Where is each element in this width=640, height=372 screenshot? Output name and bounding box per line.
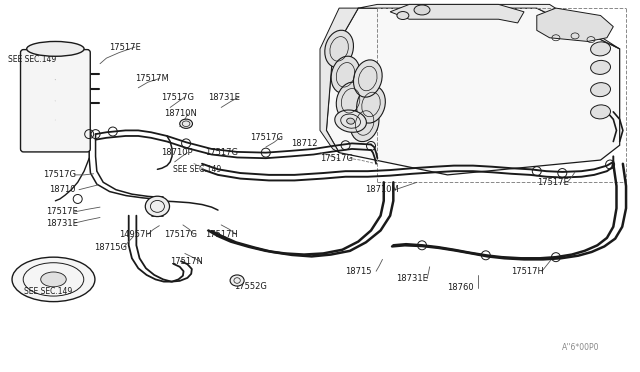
Ellipse shape <box>414 5 430 15</box>
FancyBboxPatch shape <box>20 49 90 152</box>
Ellipse shape <box>331 56 360 93</box>
Text: 18710M: 18710M <box>365 185 398 194</box>
Text: 17552G: 17552G <box>234 282 267 291</box>
Ellipse shape <box>356 86 385 123</box>
Ellipse shape <box>591 83 611 97</box>
Ellipse shape <box>591 105 611 119</box>
Text: 18715: 18715 <box>346 267 372 276</box>
Text: SEE SEC.149: SEE SEC.149 <box>173 165 221 174</box>
Text: 17517E: 17517E <box>537 178 568 187</box>
Text: 18731E: 18731E <box>397 274 428 283</box>
Text: A''6*00P0: A''6*00P0 <box>563 343 600 352</box>
Text: 18731E: 18731E <box>46 219 77 228</box>
Text: 17517G: 17517G <box>164 230 196 239</box>
Text: 18710P: 18710P <box>161 148 192 157</box>
Text: 14957H: 14957H <box>119 230 152 239</box>
Text: 18715G: 18715G <box>93 243 127 251</box>
Ellipse shape <box>12 257 95 302</box>
Text: 17517G: 17517G <box>320 154 353 163</box>
Ellipse shape <box>347 118 355 124</box>
Polygon shape <box>358 4 620 49</box>
Ellipse shape <box>230 275 244 286</box>
Text: 18710N: 18710N <box>164 109 196 118</box>
Ellipse shape <box>324 30 353 67</box>
Polygon shape <box>320 8 358 153</box>
Text: SEE SEC.149: SEE SEC.149 <box>8 55 56 64</box>
Text: 18760: 18760 <box>447 283 474 292</box>
Text: 17517G: 17517G <box>205 148 238 157</box>
Text: 18710: 18710 <box>49 185 76 194</box>
Ellipse shape <box>350 105 379 142</box>
Text: 17517M: 17517M <box>135 74 169 83</box>
Ellipse shape <box>591 42 611 56</box>
Ellipse shape <box>41 272 66 287</box>
Polygon shape <box>326 8 620 175</box>
Ellipse shape <box>145 196 170 217</box>
Text: SEE SEC.149: SEE SEC.149 <box>24 287 72 296</box>
Ellipse shape <box>397 12 409 19</box>
Text: 17517E: 17517E <box>46 208 77 217</box>
Ellipse shape <box>180 119 193 128</box>
Text: 17517G: 17517G <box>43 170 76 179</box>
Polygon shape <box>537 8 613 41</box>
Text: 17517G: 17517G <box>250 133 283 142</box>
Text: 18731E: 18731E <box>209 93 240 102</box>
Text: 17517H: 17517H <box>511 267 544 276</box>
Text: 17517G: 17517G <box>161 93 193 102</box>
Text: 17517N: 17517N <box>170 257 203 266</box>
Polygon shape <box>390 4 524 23</box>
Ellipse shape <box>591 60 611 74</box>
Ellipse shape <box>336 82 365 119</box>
Ellipse shape <box>335 110 367 132</box>
Text: 17517H: 17517H <box>205 230 238 239</box>
Ellipse shape <box>27 41 84 56</box>
Text: 17517E: 17517E <box>109 42 141 51</box>
Ellipse shape <box>353 60 382 97</box>
Text: 18712: 18712 <box>291 139 318 148</box>
